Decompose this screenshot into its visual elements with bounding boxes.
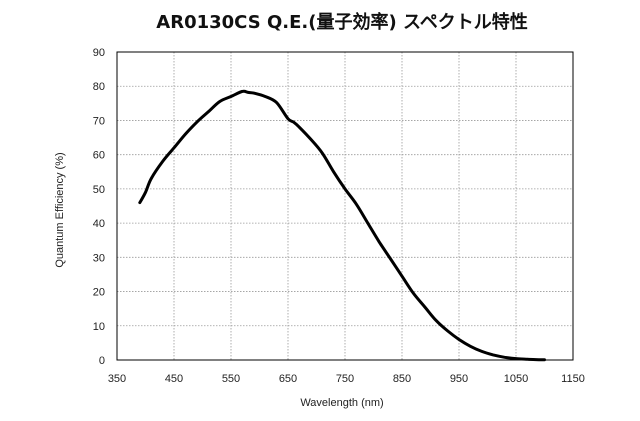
x-tick-label: 550	[222, 373, 240, 385]
y-tick-label: 20	[93, 287, 105, 299]
chart-title: AR0130CS Q.E.(量子効率) スペクトル特性	[156, 11, 527, 33]
y-tick-label: 90	[93, 47, 105, 59]
y-tick-label: 50	[93, 184, 105, 196]
y-axis-label: Quantum Efficiency (%)	[54, 152, 66, 267]
x-tick-label: 750	[336, 373, 354, 385]
y-tick-label: 60	[93, 150, 105, 162]
x-tick-label: 1150	[561, 373, 585, 385]
y-tick-label: 40	[93, 218, 105, 230]
x-tick-label: 1050	[504, 373, 528, 385]
x-tick-label: 650	[279, 373, 297, 385]
x-tick-label: 350	[108, 373, 126, 385]
grid-lines	[117, 52, 573, 360]
series-line-quantum-efficiency	[138, 89, 546, 362]
x-tick-label: 850	[393, 373, 411, 385]
x-tick-label: 450	[165, 373, 183, 385]
plot-area-frame	[116, 51, 574, 361]
y-tick-label: 10	[93, 321, 105, 333]
tick-labels: 350 450 550 650 750 850 950 1050 1150 0 10 20 30 40 50…	[93, 47, 585, 385]
series-points	[139, 91, 545, 361]
x-tick-label: 950	[450, 373, 468, 385]
y-tick-label: 30	[93, 252, 105, 264]
x-axis-label: Wavelength (nm)	[300, 397, 383, 409]
y-tick-label: 80	[93, 81, 105, 93]
y-tick-label: 0	[99, 355, 105, 367]
y-tick-label: 70	[93, 115, 105, 127]
